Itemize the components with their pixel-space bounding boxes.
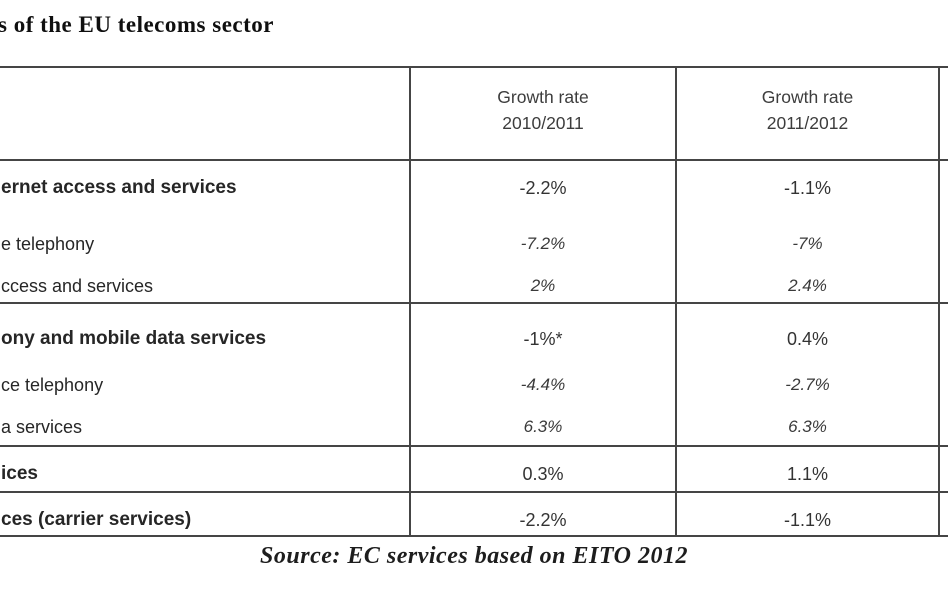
cell-value: 0.4%: [786, 329, 829, 349]
cell-value: 0.3%: [522, 464, 564, 484]
row-label: ccess and services: [1, 276, 154, 296]
cell-value: -1.1%: [783, 510, 832, 530]
cell-value: 2.4%: [788, 276, 827, 295]
row-label: ernet access and services: [1, 177, 237, 198]
cell-value: -2.2%: [519, 178, 567, 198]
table-border-group2-bottom: [0, 445, 948, 447]
cell-value: -2.7%: [785, 375, 830, 394]
row-label: ces (carrier services): [1, 509, 192, 530]
cell-value: 1.1%: [786, 464, 829, 484]
column-header-line2: 2010/2011: [502, 113, 584, 133]
row-label: ony and mobile data services: [1, 328, 267, 349]
row-label: a services: [1, 417, 83, 437]
column-header-growth-2011-2012: Growth rate 2011/2012: [677, 84, 938, 136]
cell-value: -2.2%: [519, 510, 567, 530]
row-label: e telephony: [1, 234, 95, 254]
cell-value: -1.1%: [783, 178, 832, 198]
column-header-line1: Growth rate: [497, 87, 589, 107]
table-border-row7-bottom: [0, 491, 948, 493]
cell-value: 2%: [530, 276, 556, 295]
table-column-divider-2: [675, 66, 677, 537]
cell-value: -1%*: [523, 329, 563, 349]
table-border-top: [0, 66, 948, 68]
cell-value: -4.4%: [520, 375, 566, 394]
column-header-line2: 2011/2012: [766, 113, 849, 133]
cell-value: 6.3%: [788, 417, 827, 436]
column-header-line1: Growth rate: [761, 87, 854, 107]
page-title: s of the EU telecoms sector: [0, 12, 274, 37]
row-label: ices: [1, 463, 38, 484]
column-header-growth-2010-2011: Growth rate 2010/2011: [411, 84, 675, 136]
table-border-header-bottom: [0, 159, 948, 161]
table-border-bottom: [0, 535, 948, 537]
row-label: ce telephony: [1, 375, 104, 395]
table-column-divider-1: [409, 66, 411, 537]
cell-value: -7%: [792, 234, 823, 253]
source-note: Source: EC services based on EITO 2012: [260, 543, 688, 569]
table-border-group1-bottom: [0, 302, 948, 304]
cell-value: -7.2%: [520, 234, 566, 253]
table-column-divider-3: [938, 66, 940, 537]
cell-value: 6.3%: [523, 417, 563, 436]
